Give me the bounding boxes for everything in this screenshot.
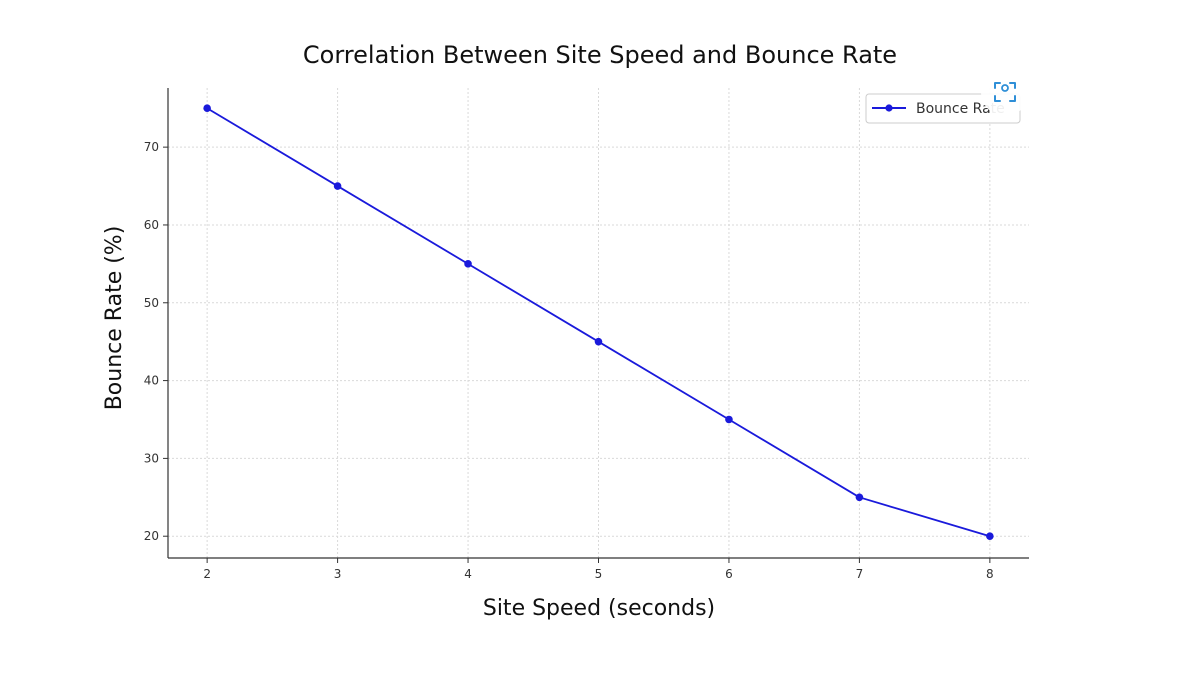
- data-point: [464, 260, 472, 268]
- data-point: [594, 337, 603, 346]
- legend-marker-icon: [885, 104, 893, 112]
- legend-label: Bounce Rate: [916, 101, 1005, 117]
- y-tick-label: 60: [144, 218, 159, 232]
- x-tick-label: 2: [203, 567, 211, 581]
- legend: Bounce Rate: [865, 93, 1021, 124]
- data-point: [203, 104, 211, 113]
- y-tick-label: 30: [144, 451, 159, 465]
- data-point: [855, 493, 864, 502]
- x-tick-label: 3: [334, 567, 342, 581]
- y-tick-label: 70: [144, 140, 159, 154]
- x-tick-label: 5: [595, 567, 603, 581]
- gridlines: [168, 88, 1029, 558]
- y-tick-label: 50: [144, 296, 159, 310]
- x-tick-label: 8: [986, 567, 994, 581]
- data-point: [333, 182, 342, 190]
- x-tick-label: 6: [725, 567, 733, 581]
- y-ticks: 20 30 40 50 60 70: [144, 140, 168, 543]
- series-layer: [203, 104, 994, 541]
- data-point: [725, 415, 733, 424]
- y-tick-label: 20: [144, 529, 159, 543]
- x-ticks: 2 3 4 5 6 7 8: [203, 558, 994, 581]
- y-axis-label: Bounce Rate (%): [102, 226, 127, 411]
- data-point: [986, 532, 994, 541]
- chart-title: Correlation Between Site Speed and Bounc…: [303, 41, 897, 69]
- scan-icon[interactable]: [981, 68, 1029, 116]
- x-tick-label: 4: [464, 567, 472, 581]
- x-tick-label: 7: [856, 567, 864, 581]
- x-axis-label: Site Speed (seconds): [483, 596, 715, 621]
- y-tick-label: 40: [144, 374, 159, 388]
